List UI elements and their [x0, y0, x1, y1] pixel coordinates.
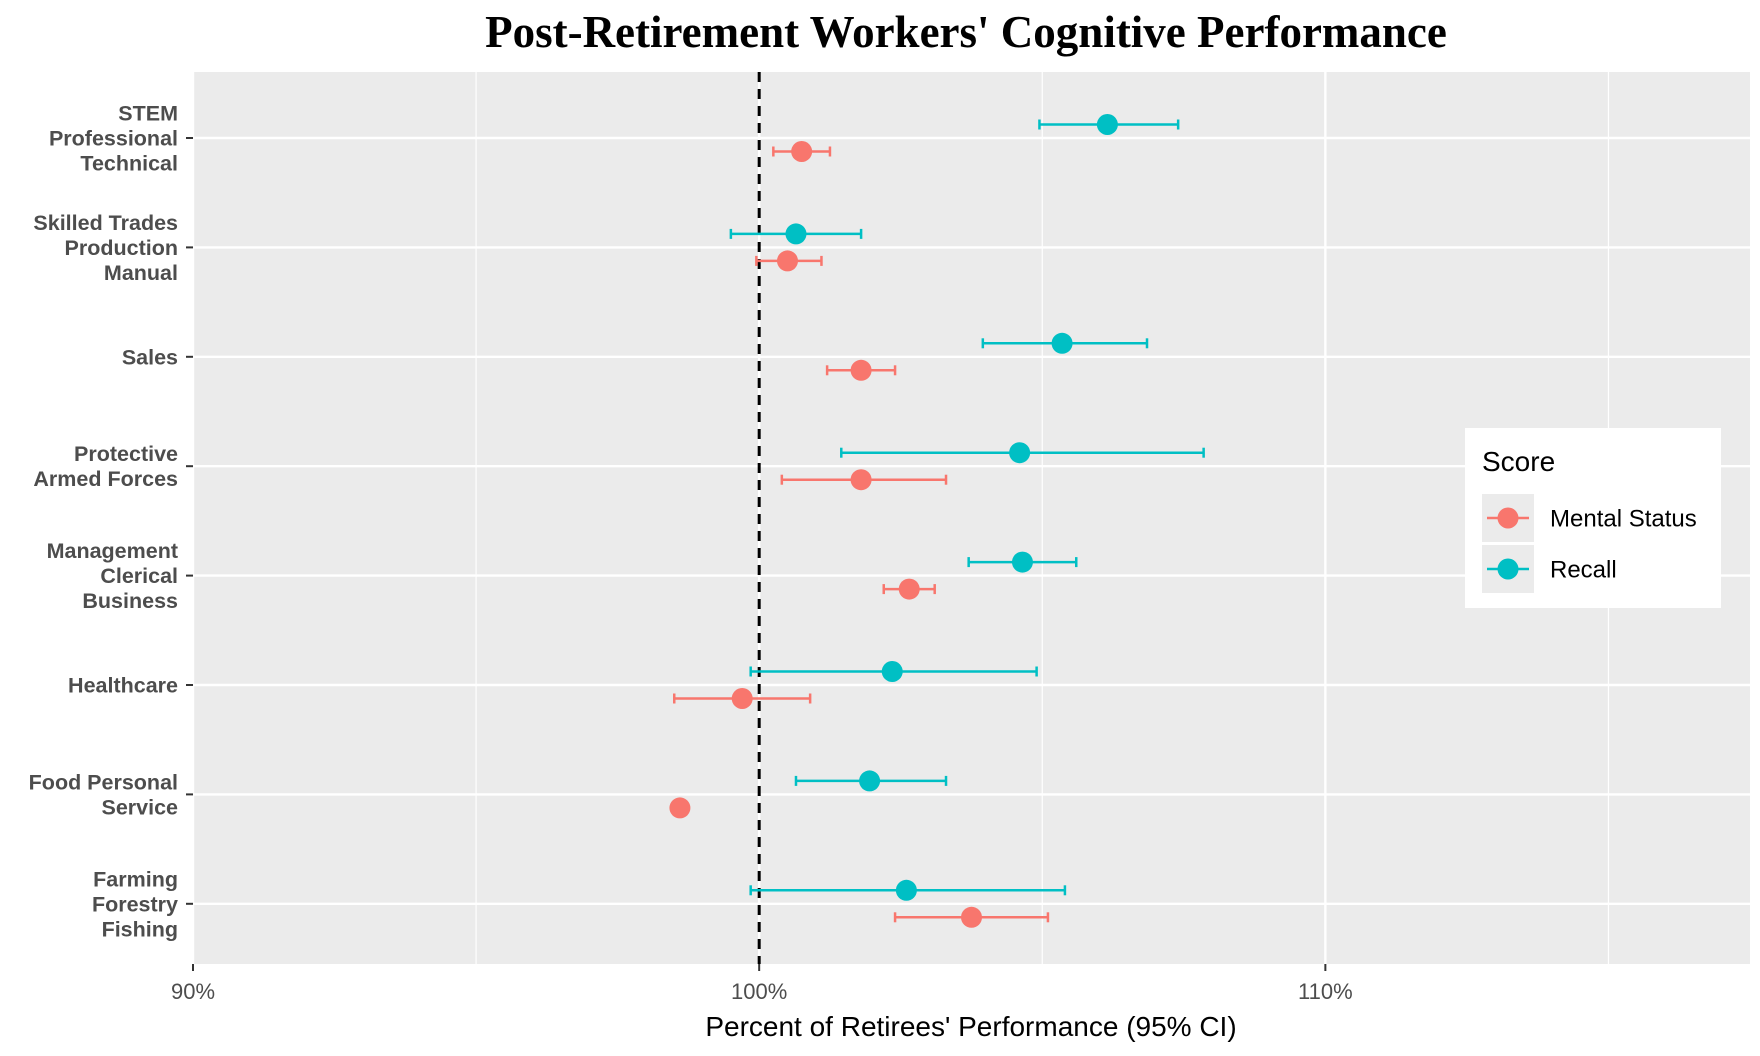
legend: Score Mental Status Recall: [1465, 428, 1721, 608]
y-tick-label: Skilled Trades: [33, 211, 178, 235]
y-tick-label: Food Personal: [29, 770, 178, 794]
y-tick-label: Protective: [74, 442, 178, 466]
y-tick-label: Technical: [80, 152, 178, 176]
data-point: [850, 469, 872, 491]
chart-title: Post-Retirement Workers' Cognitive Perfo…: [485, 7, 1447, 57]
y-tick-label: Management: [47, 539, 178, 563]
legend-key-point: [1497, 558, 1519, 580]
data-point: [785, 223, 807, 245]
y-tick-label: Clerical: [100, 564, 178, 588]
x-axis: 90% 100% 110%: [171, 964, 1353, 1004]
y-tick-label: Production: [65, 236, 178, 260]
data-point: [895, 879, 917, 901]
data-point: [859, 770, 881, 792]
y-tick-label: Business: [82, 589, 178, 613]
data-point: [776, 250, 798, 272]
legend-key: [1482, 545, 1534, 593]
y-tick-label: Sales: [122, 345, 178, 369]
legend-key: [1482, 494, 1534, 542]
series-mental-status: [669, 141, 1050, 928]
legend-key-point: [1497, 507, 1519, 529]
x-axis-title: Percent of Retirees' Performance (95% CI…: [705, 1011, 1236, 1042]
x-tick-label: 100%: [731, 979, 787, 1004]
legend-label: Mental Status: [1550, 506, 1697, 533]
legend-label: Recall: [1550, 557, 1617, 584]
data-point: [1009, 442, 1031, 464]
data-point: [898, 578, 920, 600]
data-point: [850, 359, 872, 381]
y-tick-label: Healthcare: [68, 674, 178, 698]
legend-title: Score: [1482, 446, 1555, 477]
y-tick-label: Professional: [49, 127, 178, 151]
series-recall: [729, 114, 1205, 901]
y-tick-label: STEM: [118, 102, 178, 126]
y-tick-label: Manual: [104, 261, 178, 285]
data-point: [881, 661, 903, 682]
data-point: [731, 688, 753, 709]
legend-items: Mental Status Recall: [1482, 494, 1697, 593]
x-tick-label: 110%: [1298, 979, 1353, 1004]
y-tick-label: Fishing: [102, 917, 178, 941]
series-layer: [669, 114, 1205, 928]
y-tick-label: Service: [101, 795, 178, 819]
y-tick-label: Forestry: [92, 892, 178, 916]
data-point: [961, 906, 982, 928]
y-tick-label: Farming: [93, 867, 178, 891]
data-point: [1096, 114, 1118, 135]
data-point: [1051, 332, 1073, 354]
data-point: [791, 141, 813, 162]
y-tick-label: Armed Forces: [33, 467, 178, 491]
x-tick-label: 90%: [171, 979, 215, 1004]
data-point: [669, 797, 691, 819]
data-point: [1011, 551, 1033, 573]
